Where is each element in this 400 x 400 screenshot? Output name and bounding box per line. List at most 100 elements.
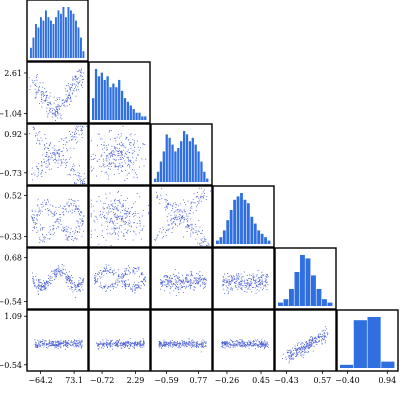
scatter-point	[73, 289, 75, 291]
scatter-point	[48, 147, 49, 149]
scatter-point	[77, 344, 79, 346]
scatter-point	[163, 276, 165, 278]
scatter-point	[66, 98, 68, 99]
scatter-point	[110, 340, 112, 342]
scatter-point	[57, 117, 59, 119]
hist-bar	[82, 51, 85, 58]
scatter-point	[66, 100, 68, 102]
scatter-point	[47, 281, 49, 282]
scatter-point	[113, 230, 115, 232]
scatter-point	[304, 352, 306, 354]
scatter-point	[70, 198, 72, 200]
scatter-point	[122, 151, 123, 153]
scatter-point	[58, 341, 60, 343]
scatter-point	[163, 341, 165, 343]
scatter-point	[127, 224, 129, 226]
scatter-point	[185, 342, 187, 344]
scatter-point	[223, 276, 225, 278]
scatter-point	[172, 206, 174, 207]
scatter-point	[190, 279, 192, 281]
scatter-point	[101, 138, 103, 140]
scatter-point	[55, 268, 57, 270]
scatter-point	[307, 342, 309, 344]
scatter-point	[178, 216, 180, 218]
hist-bar	[322, 299, 327, 306]
scatter-point	[129, 273, 131, 275]
scatter-point	[322, 335, 324, 337]
scatter-point	[114, 228, 116, 230]
scatter-point	[113, 273, 115, 275]
scatter-point	[97, 273, 99, 275]
scatter-point	[56, 271, 58, 272]
scatter-point	[260, 287, 262, 289]
scatter-point	[179, 343, 181, 344]
scatter-point	[119, 164, 121, 166]
scatter-point	[164, 281, 165, 283]
scatter-point	[179, 211, 181, 213]
scatter-point	[82, 215, 84, 217]
scatter-point	[306, 341, 307, 342]
scatter-point	[79, 222, 81, 224]
scatter-point	[42, 91, 43, 92]
scatter-point	[72, 199, 74, 201]
scatter-point	[110, 154, 112, 156]
scatter-point	[39, 242, 41, 244]
scatter-point	[261, 343, 263, 345]
scatter-point	[50, 156, 52, 158]
scatter-point	[138, 282, 140, 284]
scatter-point	[132, 239, 134, 241]
scatter-point	[44, 236, 46, 238]
scatter-point	[162, 345, 164, 346]
panel-frame	[88, 61, 151, 124]
scatter-point	[78, 342, 79, 344]
scatter-point	[101, 230, 103, 232]
scatter-point	[76, 81, 78, 82]
scatter-point	[229, 346, 231, 348]
scatter-point	[293, 354, 294, 356]
scatter-point	[305, 341, 307, 343]
scatter-point	[116, 343, 117, 344]
scatter-point	[78, 174, 80, 176]
scatter-point	[288, 362, 290, 364]
scatter-point	[65, 275, 67, 277]
scatter-point	[137, 154, 139, 156]
scatter-point	[317, 336, 319, 338]
scatter-point	[99, 343, 100, 345]
scatter-point	[139, 343, 141, 344]
scatter-point	[170, 214, 172, 216]
scatter-point	[97, 345, 99, 347]
scatter-point	[315, 341, 317, 343]
scatter-point	[261, 342, 263, 343]
scatter-point	[69, 147, 71, 149]
scatter-point	[44, 199, 45, 201]
scatter-point	[41, 161, 42, 163]
scatter-point	[173, 221, 175, 222]
scatter-point	[126, 178, 128, 179]
scatter-point	[50, 270, 52, 272]
scatter-point	[198, 281, 200, 283]
scatter-point	[107, 285, 109, 287]
scatter-point	[48, 201, 49, 203]
scatter-point	[113, 211, 115, 213]
scatter-point	[38, 280, 40, 282]
scatter-point	[126, 151, 128, 153]
scatter-point	[81, 235, 83, 237]
scatter-point	[307, 343, 309, 345]
scatter-point	[134, 215, 136, 217]
scatter-point	[127, 341, 129, 343]
scatter-point	[109, 346, 111, 348]
scatter-point	[170, 340, 172, 342]
scatter-point	[35, 132, 37, 134]
scatter-point	[47, 165, 49, 167]
scatter-point	[290, 356, 292, 357]
scatter-point	[102, 163, 104, 165]
scatter-point	[261, 344, 263, 346]
scatter-point	[231, 341, 233, 342]
scatter-point	[250, 283, 252, 285]
scatter-point	[67, 201, 69, 203]
scatter-point	[80, 125, 82, 127]
scatter-point	[47, 344, 49, 345]
hist-bar	[188, 141, 192, 182]
scatter-point	[183, 209, 185, 211]
scatter-point	[246, 275, 248, 277]
